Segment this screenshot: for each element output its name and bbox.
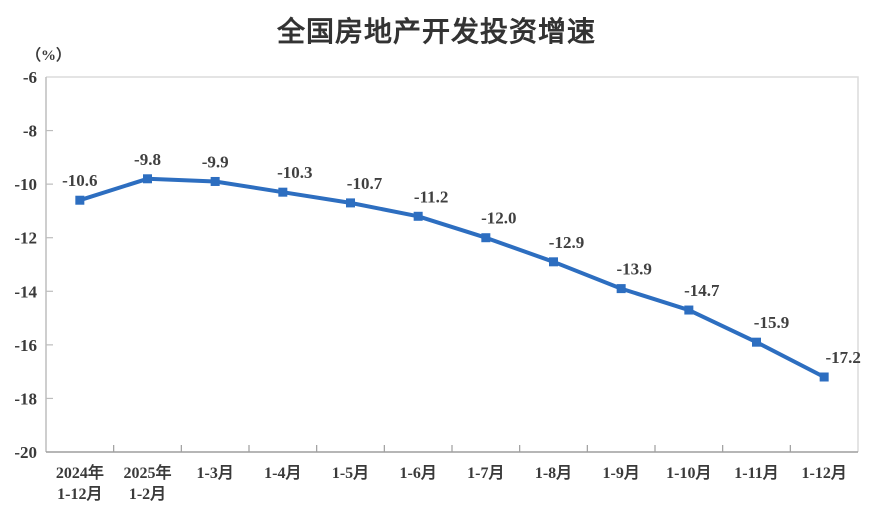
series-line	[77, 176, 827, 379]
data-label: -13.9	[616, 260, 651, 279]
data-point-marker	[75, 195, 85, 205]
data-point-marker	[481, 233, 491, 243]
data-label: -10.7	[347, 174, 383, 193]
y-tick-label: -8	[23, 122, 37, 141]
data-point-marker	[143, 174, 152, 184]
data-label: -12.9	[549, 233, 584, 252]
data-label: -9.8	[134, 150, 161, 169]
chart-title: 全国房地产开发投资增速	[276, 16, 596, 47]
data-point-marker	[752, 337, 761, 347]
x-tick-label: 2024年 1-12月	[56, 463, 104, 503]
x-tick-label: 1-5月	[332, 464, 369, 482]
data-label: -11.2	[414, 187, 448, 206]
y-tick-label: -14	[14, 282, 37, 301]
data-label: -15.9	[754, 313, 789, 332]
data-label: -10.6	[62, 171, 97, 190]
x-tick-label: 1-12月	[801, 464, 846, 482]
plot-border	[46, 76, 859, 452]
y-tick-label: -20	[14, 443, 37, 462]
x-tick-label: 2025年 1-2月	[123, 463, 171, 503]
data-label: -17.2	[825, 348, 860, 367]
data-point-marker	[210, 176, 220, 186]
data-label: -12.0	[481, 209, 516, 228]
data-point-marker	[278, 187, 288, 197]
data-point-marker	[549, 257, 558, 267]
data-point-marker	[819, 372, 829, 382]
x-tick-label: 1-7月	[467, 464, 504, 482]
x-tick-label: 1-11月	[734, 464, 778, 482]
y-tick-label: -12	[14, 229, 37, 248]
x-tick-label: 1-6月	[399, 464, 436, 482]
x-tick-label: 1-10月	[666, 464, 711, 482]
data-point-marker	[413, 211, 423, 221]
y-tick-label: -18	[14, 389, 37, 408]
y-tick-label: -16	[14, 336, 37, 355]
x-tick-label: 1-3月	[196, 464, 233, 482]
y-axis-unit-label: （%）	[26, 48, 72, 64]
data-label: -14.7	[684, 281, 720, 300]
data-point-marker	[616, 284, 626, 294]
x-tick-label: 1-4月	[264, 464, 301, 482]
data-label: -10.3	[277, 163, 312, 182]
x-tick-label: 1-9月	[602, 464, 639, 482]
x-tick-label: 1-8月	[535, 464, 572, 482]
y-tick-label: -6	[23, 68, 37, 87]
y-tick-label: -10	[14, 175, 37, 194]
data-point-marker	[684, 305, 694, 315]
data-point-marker	[346, 198, 355, 208]
data-label: -9.9	[202, 152, 229, 171]
